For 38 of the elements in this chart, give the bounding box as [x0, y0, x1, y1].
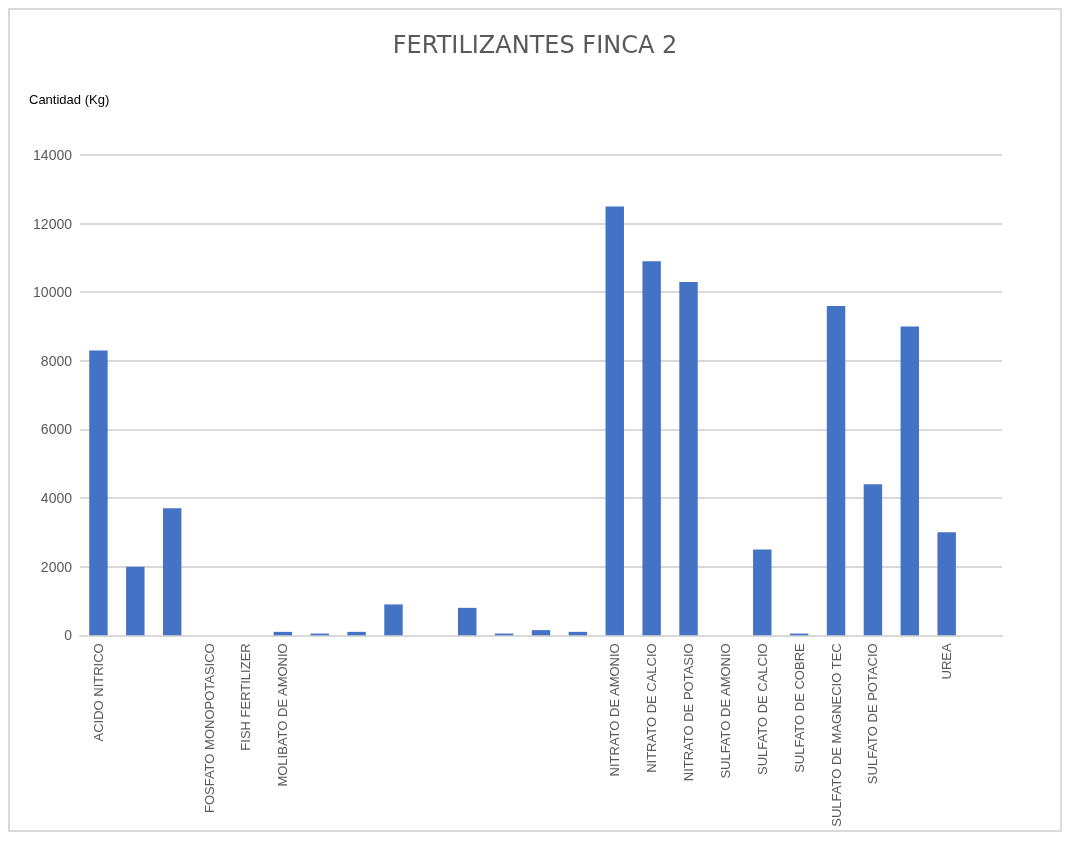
x-tick-label: MOLIBATO DE AMONIO: [275, 643, 291, 787]
x-tick-label: NITRATO DE CALCIO: [644, 643, 660, 773]
bar: [126, 566, 145, 636]
bar: [458, 607, 477, 636]
x-tick-label: SULFATO DE POTACIO: [865, 643, 881, 785]
x-tick-label: NITRATO DE AMONIO: [607, 643, 623, 777]
bar: [826, 305, 846, 636]
bar: [679, 281, 698, 636]
y-tick-label: 10000: [33, 284, 73, 301]
bar: [347, 631, 366, 636]
x-tick-label: FISH FERTILIZER: [238, 643, 254, 751]
x-tick-label: FOSFATO MONOPOTASICO: [201, 643, 217, 814]
y-tick-label: 0: [64, 627, 73, 644]
y-tick-label: 8000: [40, 352, 73, 369]
x-tick-label: SULFATO DE CALCIO: [754, 643, 770, 776]
x-tick-label: SULFATO DE AMONIO: [717, 643, 733, 779]
bar: [937, 532, 956, 636]
x-tick-label: UREA: [939, 642, 955, 680]
y-tick-label: 6000: [40, 421, 73, 438]
bar: [162, 508, 182, 636]
y-tick-label: 4000: [40, 490, 73, 507]
bar: [753, 549, 772, 636]
bar: [642, 261, 661, 636]
bar: [89, 350, 108, 636]
bar: [605, 206, 624, 636]
x-tick-label: NITRATO DE POTASIO: [681, 643, 697, 782]
bar: [384, 604, 403, 636]
x-tick-label: ACIDO NITRICO: [90, 643, 106, 742]
x-tick-label: SULFATO DE COBRE: [791, 642, 807, 773]
chart-title: FERTILIZANTES FINCA 2: [392, 31, 678, 59]
y-tick-label: 14000: [33, 147, 73, 163]
bar: [863, 484, 883, 636]
x-tick-label: SULFATO DE MAGNECIO TEC: [828, 643, 844, 827]
y-axis-title: Cantidad (Kg): [29, 92, 110, 107]
y-tick-label: 2000: [40, 558, 73, 575]
bar: [531, 630, 551, 636]
y-tick-label: 12000: [33, 215, 73, 232]
bar: [900, 326, 920, 636]
